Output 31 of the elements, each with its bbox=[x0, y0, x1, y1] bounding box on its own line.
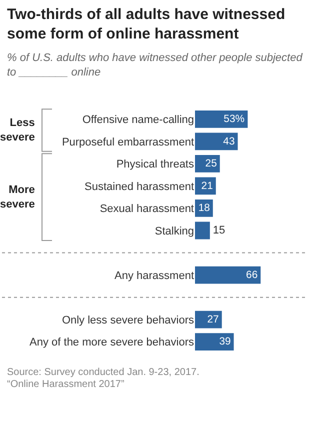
data-label: 21 bbox=[201, 180, 214, 192]
data-label: 43 bbox=[223, 136, 235, 148]
bar bbox=[195, 222, 210, 240]
text: Less severe bbox=[0, 117, 35, 144]
data-label: 18 bbox=[198, 203, 210, 214]
y-tick-label: Sustained harassment bbox=[84, 180, 194, 193]
y-tick-label: Offensive name-calling bbox=[82, 114, 194, 126]
chart-title: Two-thirds of all adults have witnessed some form of online harassment bbox=[7, 6, 286, 42]
y-tick-label: Sexual harassment bbox=[100, 203, 194, 216]
data-label: 53% bbox=[224, 114, 244, 125]
text: More severe bbox=[0, 184, 35, 210]
bar bbox=[195, 310, 222, 328]
y-tick-label: Any harassment bbox=[114, 270, 194, 282]
data-label: 39 bbox=[219, 336, 231, 348]
y-tick-label: Purposeful embarrassment bbox=[62, 136, 194, 148]
y-tick-label: Any of the more severe behaviors bbox=[30, 336, 194, 349]
data-label: 15 bbox=[212, 224, 226, 236]
y-tick-label: Only less severe behaviors bbox=[62, 314, 194, 326]
data-label: 25 bbox=[205, 158, 218, 170]
chart-subtitle: % of U.S. adults who have witnessed other people subjected to ________ online bbox=[7, 52, 304, 78]
data-label: 27 bbox=[207, 314, 220, 326]
bar bbox=[195, 110, 248, 128]
y-tick-label: Stalking bbox=[154, 225, 194, 238]
bar bbox=[195, 266, 261, 284]
source-note: Source: Survey conducted Jan. 9-23, 2017. bbox=[7, 367, 200, 378]
y-tick-label: Physical threats bbox=[116, 158, 194, 171]
bar bbox=[195, 333, 234, 351]
data-label: 66 bbox=[246, 270, 258, 281]
bar bbox=[195, 155, 220, 172]
bar bbox=[195, 132, 238, 150]
text: “Online Harassment 2017” bbox=[7, 379, 124, 390]
